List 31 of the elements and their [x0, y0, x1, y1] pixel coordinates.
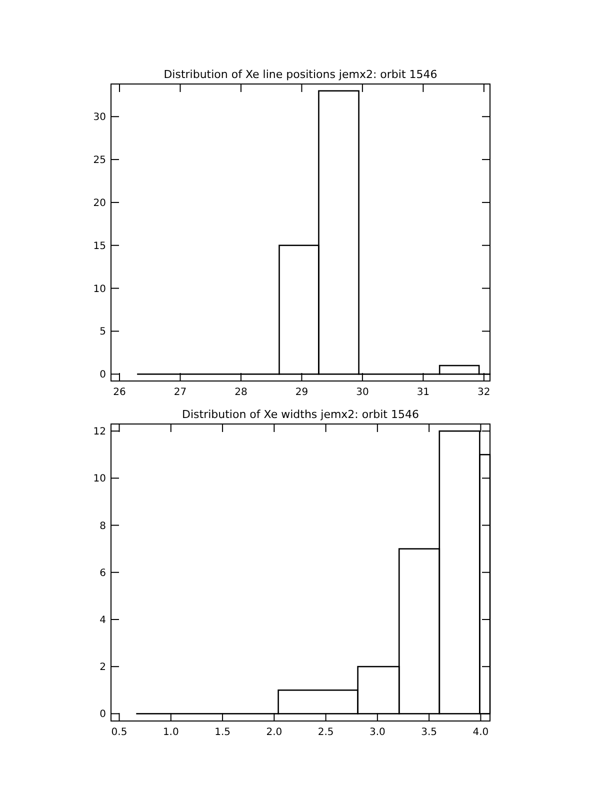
x-tick-label: 3.5 — [421, 727, 438, 738]
x-tick-label: 32 — [478, 387, 490, 398]
x-tick-label: 1.5 — [214, 727, 230, 738]
x-tick-label: 31 — [416, 387, 430, 398]
x-tick-label: 30 — [356, 387, 369, 398]
x-tick-label: 26 — [113, 387, 126, 398]
y-tick-label: 10 — [93, 474, 106, 485]
y-tick-label: 30 — [93, 112, 106, 124]
y-tick-label: 15 — [93, 240, 106, 252]
chart-title: Distribution of Xe line positions jemx2: orbit 1546 — [164, 68, 438, 81]
y-tick-label: 5 — [100, 326, 106, 338]
x-tick-label: 3.0 — [369, 727, 386, 738]
x-tick-label: 0.5 — [111, 727, 128, 738]
y-tick-label: 0 — [100, 709, 106, 720]
chart-title: Distribution of Xe widths jemx2: orbit 1546 — [182, 408, 419, 421]
y-tick-label: 20 — [93, 198, 106, 209]
y-tick-label: 8 — [100, 520, 106, 532]
y-tick-label: 10 — [93, 284, 106, 295]
y-tick-label: 12 — [93, 426, 106, 438]
x-tick-label: 1.0 — [162, 727, 179, 738]
x-tick-label: 2.5 — [318, 727, 334, 738]
x-tick-label: 29 — [295, 387, 308, 398]
x-tick-label: 2.0 — [266, 727, 282, 738]
y-tick-label: 0 — [100, 370, 106, 381]
y-tick-label: 2 — [100, 662, 106, 674]
y-tick-label: 6 — [100, 568, 106, 579]
y-tick-label: 4 — [100, 614, 106, 626]
x-tick-label: 27 — [174, 387, 187, 398]
y-tick-label: 25 — [93, 155, 106, 166]
x-tick-label: 4.0 — [472, 727, 489, 738]
x-tick-label: 28 — [234, 387, 248, 398]
